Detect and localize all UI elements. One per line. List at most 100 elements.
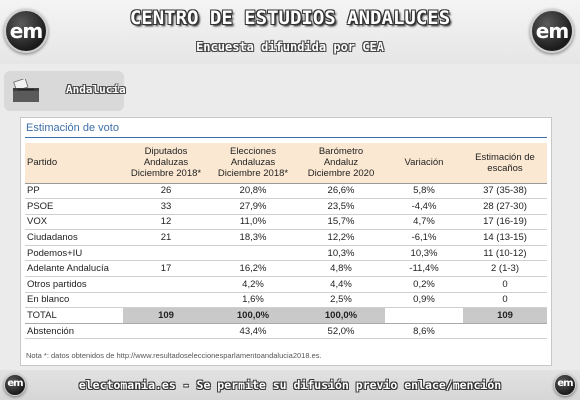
ballot-box-icon	[13, 79, 39, 102]
table-cell: 109	[123, 307, 209, 324]
table-cell: 100,0%	[297, 307, 385, 324]
header-text: Variación	[404, 157, 444, 169]
table-cell: 26,6%	[297, 183, 385, 200]
header-elecciones: Elecciones Andaluzas Diciembre 2018*	[209, 143, 297, 184]
table-cell	[209, 245, 297, 262]
table-cell: VOX	[25, 214, 123, 231]
table-cell: En blanco	[25, 292, 123, 309]
survey-panel: Estimación de voto Partido Diputados Anda…	[20, 117, 552, 366]
table-cell: 12,2%	[297, 229, 385, 246]
header-text: Estimación de	[475, 151, 535, 163]
table-cell	[463, 323, 547, 340]
table-cell: TOTAL	[25, 307, 123, 324]
header-text: Diciembre 2020	[307, 168, 375, 180]
section-title: Estimación de voto	[26, 122, 119, 134]
page-subtitle: Encuesta difundida por CEA	[196, 40, 384, 54]
table-cell: 10,3%	[385, 245, 463, 262]
table-cell	[123, 245, 209, 262]
table-cell: 4,8%	[297, 260, 385, 278]
table-cell: 17	[123, 260, 209, 278]
table-cell: -4,4%	[385, 198, 463, 215]
electomania-logo-footer-left: em	[4, 374, 26, 396]
header-variacion: Variación	[385, 143, 463, 184]
header-barometro: Barómetro Andaluz Diciembre 2020	[297, 143, 385, 184]
header-text: Partido	[27, 157, 58, 169]
table-cell: -6,1%	[385, 229, 463, 246]
header-text: Diciembre 2018*	[130, 168, 202, 180]
source-note: Nota *: datos obtenidos de http://www.re…	[26, 351, 322, 360]
header: em em CENTRO DE ESTUDIOS ANDALUCES Encue…	[0, 0, 580, 64]
table-cell: 17 (16-19)	[463, 214, 547, 231]
table-cell: 33	[123, 198, 209, 215]
table-cell: 14 (13-15)	[463, 229, 547, 246]
table-cell: 21	[123, 229, 209, 246]
table-cell: 100,0%	[209, 307, 297, 324]
table-cell: 23,5%	[297, 198, 385, 215]
table-cell: 2 (1-3)	[463, 260, 547, 278]
table-cell: 26	[123, 183, 209, 200]
table-cell: 37 (35-38)	[463, 183, 547, 200]
table-cell: 27,9%	[209, 198, 297, 215]
header-diputados: Diputados Andaluzas Diciembre 2018*	[123, 143, 209, 184]
electomania-logo-left: em	[4, 9, 48, 53]
table-cell: Otros partidos	[25, 276, 123, 293]
footer-credit: electomania.es - Se permite su difusión …	[78, 378, 502, 392]
header-text: Barómetro	[318, 146, 364, 158]
table-cell: Abstención	[25, 323, 123, 340]
table-cell: 2,5%	[297, 292, 385, 309]
table-cell: 11 (10-12)	[463, 245, 547, 262]
table-cell: 18,3%	[209, 229, 297, 246]
table-cell: PSOE	[25, 198, 123, 215]
footer: em em electomania.es - Se permite su dif…	[0, 370, 580, 400]
header-text: Diputados	[144, 146, 188, 158]
table-row: Adelante Andalucía 17 16,2% 4,8% -11,4% 2 (1-…	[25, 260, 547, 278]
table-cell: 4,4%	[297, 276, 385, 293]
table-cell: 0	[463, 276, 547, 293]
table-row: Ciudadanos 21 18,3% 12,2% -6,1% 14 (13-15)	[25, 229, 547, 246]
electomania-logo-right: em	[530, 9, 574, 53]
table-cell	[123, 276, 209, 293]
table-cell: 0,2%	[385, 276, 463, 293]
header-text: escaños	[487, 162, 523, 174]
table-cell: 28 (27-30)	[463, 198, 547, 215]
region-label: Andalucía	[66, 83, 126, 96]
table-cell: 1,6%	[209, 292, 297, 309]
header-text: Elecciones	[230, 146, 276, 158]
region-tab: Andalucía	[4, 71, 126, 111]
table-total-row: TOTAL 109 100,0% 100,0% 109	[25, 307, 547, 324]
table-cell: 0,9%	[385, 292, 463, 309]
table-cell	[385, 307, 463, 324]
vote-estimate-table: Partido Diputados Andaluzas Diciembre 2018…	[25, 143, 547, 340]
table-cell: 109	[463, 307, 547, 324]
table-cell: PP	[25, 183, 123, 200]
header-escanos: Estimación de escaños	[463, 143, 547, 184]
section-divider	[25, 137, 547, 138]
header-text: Andaluz	[323, 157, 359, 169]
table-row: PSOE 33 27,9% 23,5% -4,4% 28 (27-30)	[25, 198, 547, 215]
table-row: Podemos+IU 10,3% 10,3% 11 (10-12)	[25, 245, 547, 262]
table-cell: 15,7%	[297, 214, 385, 231]
table-cell: 11,0%	[209, 214, 297, 231]
table-cell	[123, 292, 209, 309]
table-abstention-row: Abstención 43,4% 52,0% 8,6%	[25, 323, 547, 340]
table-row: Otros partidos 4,2% 4,4% 0,2% 0	[25, 276, 547, 293]
table-cell: -11,4%	[385, 260, 463, 278]
header-text: Andaluzas	[230, 157, 276, 169]
header-partido: Partido	[25, 143, 123, 184]
table-cell: Adelante Andalucía	[25, 260, 123, 278]
table-cell: 10,3%	[297, 245, 385, 262]
table-row: PP 26 20,8% 26,6% 5,8% 37 (35-38)	[25, 183, 547, 200]
table-cell: 4,2%	[209, 276, 297, 293]
header-text: Andaluzas	[143, 157, 189, 169]
header-text: Diciembre 2018*	[217, 168, 289, 180]
table-cell: Ciudadanos	[25, 229, 123, 246]
table-row: En blanco 1,6% 2,5% 0,9% 0	[25, 292, 547, 309]
table-cell: 16,2%	[209, 260, 297, 278]
table-cell: 20,8%	[209, 183, 297, 200]
table-cell: 52,0%	[297, 323, 385, 340]
electomania-logo-footer-right: em	[554, 374, 576, 396]
table-cell: 4,7%	[385, 214, 463, 231]
table-cell: 0	[463, 292, 547, 309]
table-cell: Podemos+IU	[25, 245, 123, 262]
table-header-row: Partido Diputados Andaluzas Diciembre 2018…	[25, 143, 547, 184]
